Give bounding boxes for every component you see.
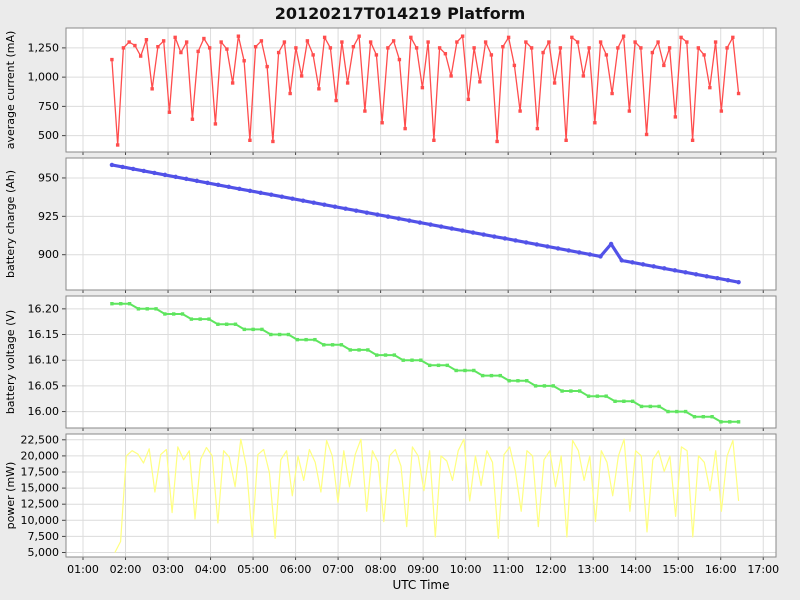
y-axis-label-battery-voltage: battery voltage (V): [4, 310, 17, 414]
x-tick-label: 11:00: [492, 563, 524, 576]
y-tick-label: 1,000: [28, 71, 60, 84]
y-tick-label: 750: [38, 100, 59, 113]
y-tick-label: 925: [38, 210, 59, 223]
x-tick-label: 04:00: [195, 563, 227, 576]
subplot-battery-charge: 900 925 950 battery charge (Ah): [4, 157, 777, 293]
x-tick-label: 06:00: [280, 563, 312, 576]
x-tick-label: 02:00: [110, 563, 142, 576]
y-tick-label: 16.20: [28, 302, 60, 315]
subplot-average-current: 500 750 1,000 1,250 average current (mA): [4, 27, 777, 155]
x-tick-label: 03:00: [152, 563, 184, 576]
x-tick-label: 15:00: [662, 563, 694, 576]
series-line-power: [114, 438, 740, 553]
x-tick-label: 10:00: [450, 563, 482, 576]
x-tick-label: 09:00: [407, 563, 439, 576]
y-tick-label: 12,500: [21, 498, 60, 511]
y-tick-label: 900: [38, 248, 59, 261]
subplot-battery-voltage: 16.00 16.05 16.10 16.15 16.20 battery voltage…: [4, 295, 777, 431]
y-tick-label: 16.10: [28, 354, 60, 367]
x-tick-label: 05:00: [237, 563, 269, 576]
subplot-power: 5,000 7,500 10,000 12,500 15,000 17,500 20,000…: [4, 433, 777, 560]
y-tick-label: 16.15: [28, 328, 60, 341]
chart-title: 20120217T014219 Platform: [274, 4, 526, 23]
y-axis-label-power: power (mW): [4, 462, 17, 530]
y-tick-label: 16.05: [28, 379, 60, 392]
y-tick-label: 7,500: [28, 530, 60, 543]
x-tick-label: 16:00: [705, 563, 737, 576]
y-tick-label: 5,000: [28, 546, 60, 559]
x-tick-label: 12:00: [535, 563, 567, 576]
y-tick-label: 17,500: [21, 465, 60, 478]
y-tick-label: 22,500: [21, 433, 60, 446]
y-tick-label: 1,250: [28, 41, 60, 54]
y-tick-label: 500: [38, 129, 59, 142]
x-tick-label: 13:00: [577, 563, 609, 576]
y-axis-label-battery-charge: battery charge (Ah): [4, 170, 17, 278]
y-tick-label: 16.00: [28, 405, 60, 418]
x-tick-label: 07:00: [322, 563, 354, 576]
x-tick-label: 08:00: [365, 563, 397, 576]
y-tick-label: 10,000: [21, 514, 60, 527]
y-tick-label: 20,000: [21, 449, 60, 462]
x-tick-label: 14:00: [620, 563, 652, 576]
x-tick-label: 01:00: [67, 563, 99, 576]
x-axis-label: UTC Time: [392, 578, 450, 592]
series-line-average-current: [111, 35, 740, 146]
x-tick-label: 17:00: [747, 563, 779, 576]
y-tick-label: 950: [38, 171, 59, 184]
y-axis-label-average-current: average current (mA): [4, 31, 17, 150]
y-tick-label: 15,000: [21, 482, 60, 495]
